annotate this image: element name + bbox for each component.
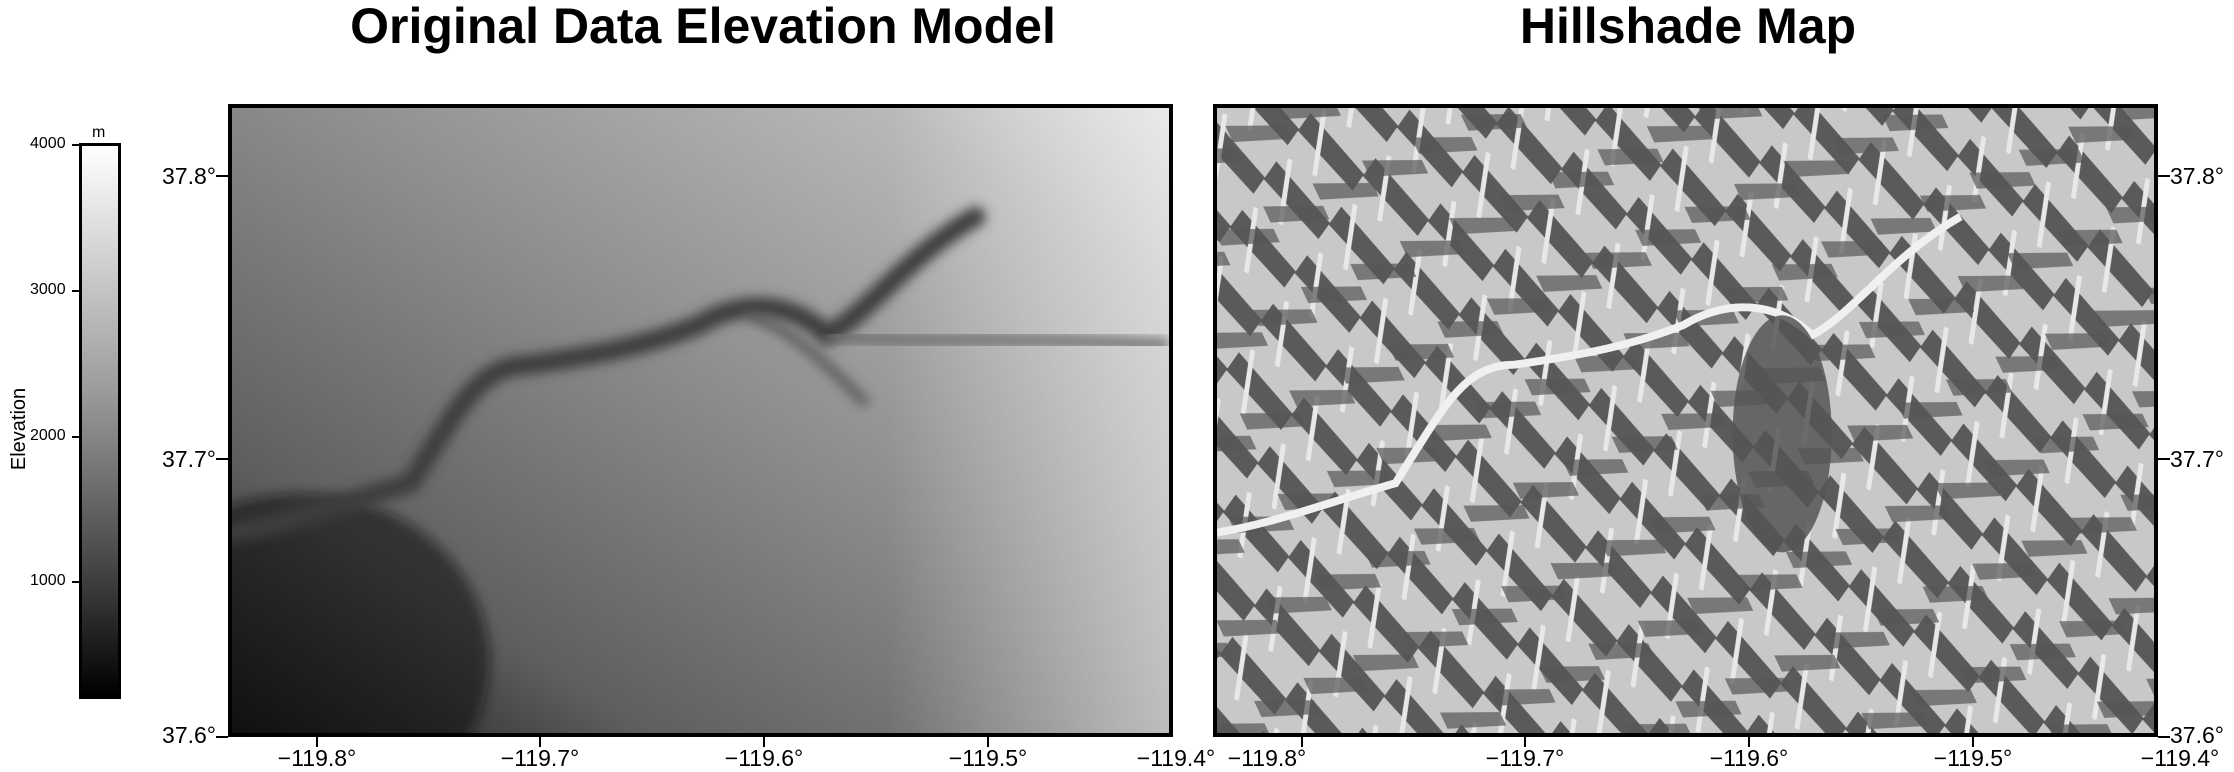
x-tick-mark — [763, 737, 765, 747]
colorbar-tick-4000: 4000 — [30, 135, 66, 152]
colorbar-tick-mark — [72, 290, 79, 292]
y-tick-label-left: 37.7° — [162, 446, 216, 472]
x-tick-mark — [1748, 737, 1750, 747]
elevation-map-title: Original Data Elevation Model — [350, 0, 1056, 54]
x-tick-mark — [316, 737, 318, 747]
colorbar-unit: m — [92, 124, 106, 141]
colorbar-tick-3000: 3000 — [30, 281, 66, 298]
x-tick-label-right: −119.4° — [2140, 745, 2220, 771]
colorbar-tick-2000: 2000 — [30, 427, 66, 444]
y-tick-label-left: 37.6° — [162, 722, 216, 748]
y-tick-mark — [216, 458, 228, 460]
x-tick-label-right: −119.5° — [1933, 745, 2013, 771]
x-tick-label-right: −119.7° — [1485, 745, 1565, 771]
colorbar-tick-mark — [72, 436, 79, 438]
y-tick-label-left: 37.8° — [162, 163, 216, 189]
y-tick-label-right: 37.6° — [2170, 722, 2224, 748]
y-tick-mark — [216, 175, 228, 177]
hillshade-map — [1213, 104, 2158, 737]
x-tick-label-left: −119.6° — [724, 745, 804, 771]
x-tick-mark — [539, 737, 541, 747]
y-tick-mark — [2158, 736, 2170, 738]
x-tick-label-left: −119.7° — [500, 745, 580, 771]
hillshade-raster — [1217, 108, 2154, 733]
colorbar-tick-1000: 1000 — [30, 572, 66, 589]
x-tick-mark — [1524, 737, 1526, 747]
x-tick-label-right: −119.6° — [1709, 745, 1789, 771]
elevation-map — [228, 104, 1173, 737]
x-tick-mark — [987, 737, 989, 747]
elevation-raster — [232, 108, 1169, 733]
y-tick-label-right: 37.8° — [2170, 163, 2224, 189]
x-tick-label-left: −119.5° — [948, 745, 1028, 771]
x-tick-label-left: −119.8° — [277, 745, 357, 771]
x-tick-mark — [1301, 737, 1303, 747]
x-tick-label-left: −119.4° — [1136, 745, 1216, 771]
x-tick-mark — [1972, 737, 1974, 747]
colorbar-label: Elevation — [8, 387, 31, 471]
y-tick-mark — [2158, 175, 2170, 177]
hillshade-map-title: Hillshade Map — [1519, 0, 1857, 54]
elevation-colorbar — [79, 143, 121, 699]
y-tick-label-right: 37.7° — [2170, 446, 2224, 472]
colorbar-tick-mark — [72, 581, 79, 583]
x-tick-label-right: −119.8° — [1227, 745, 1307, 771]
colorbar-tick-mark — [72, 144, 79, 146]
y-tick-mark — [216, 736, 228, 738]
y-tick-mark — [2158, 458, 2170, 460]
